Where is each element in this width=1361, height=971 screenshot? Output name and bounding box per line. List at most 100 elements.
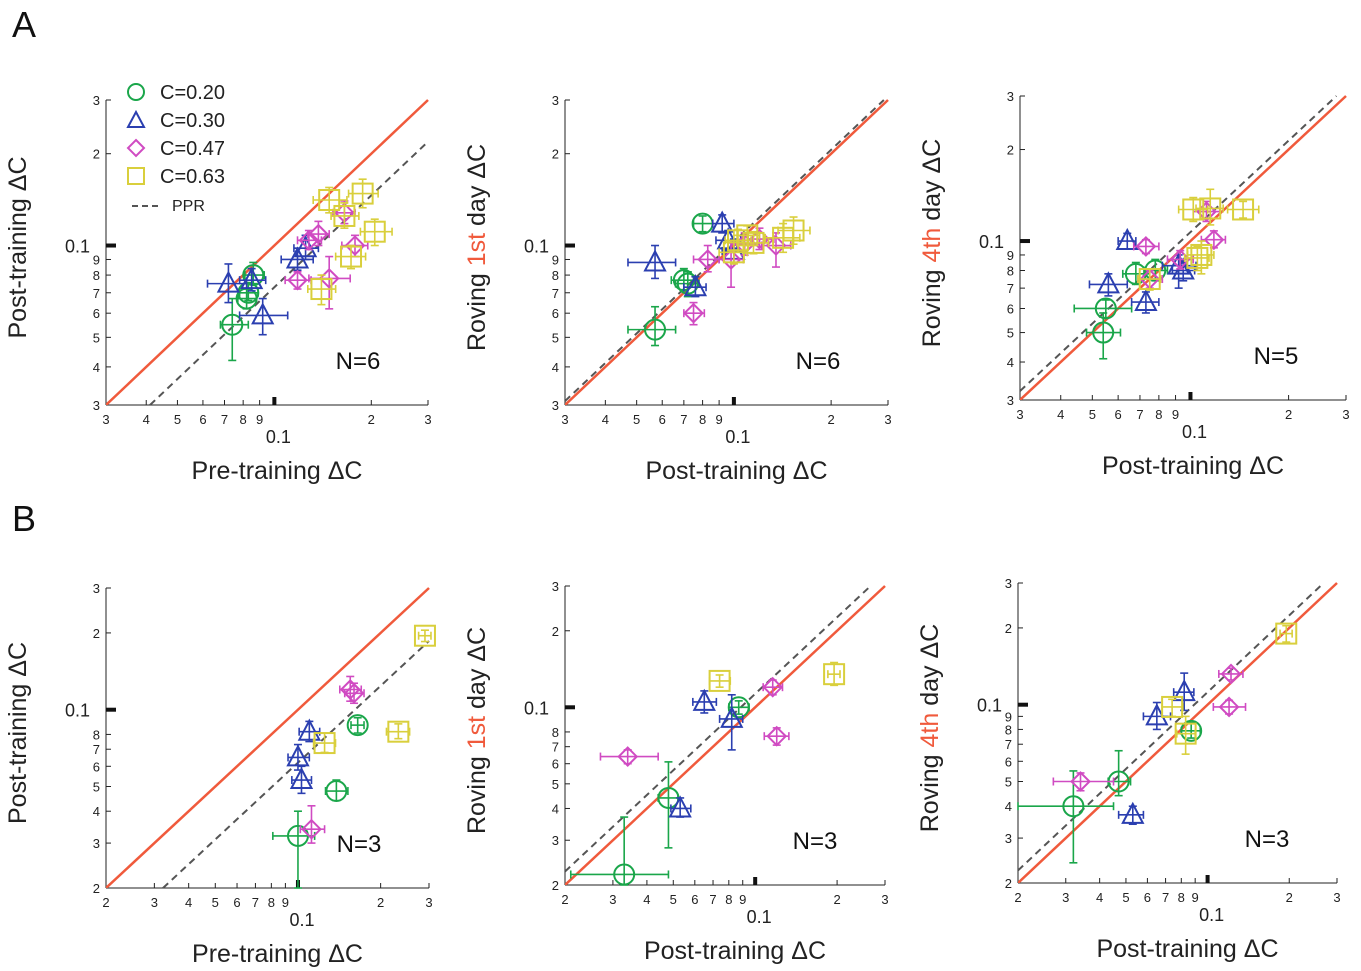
diamond-marker (766, 725, 788, 747)
data-point (1177, 196, 1209, 223)
triangle-marker (720, 705, 744, 728)
x-tick-label: 3 (1342, 407, 1349, 422)
triangle-marker (251, 302, 275, 325)
ppr-line (1018, 582, 1325, 872)
series-c-0-47 (299, 675, 365, 844)
y-tick-label: 7 (93, 286, 100, 301)
y-tick-label: 3 (552, 833, 559, 848)
chart-2: 3 4 5 6 7 8 9 2 30.13456789230.1N=6Post-training… (463, 93, 892, 485)
y-axis-label: Roving 4th day ΔC (916, 624, 944, 832)
y-tick-label: 8 (93, 268, 100, 283)
data-point (413, 624, 436, 647)
legend-item: C=0.47 (126, 138, 225, 160)
x-tick-label: 3 (102, 412, 109, 427)
x-tick-label: 6 (659, 412, 666, 427)
y-tick-label: 8 (93, 727, 100, 742)
data-point (324, 779, 349, 803)
y-axis-label-part: day ΔC (463, 627, 491, 716)
x-tick-label: 6 (1115, 407, 1122, 422)
circle-marker (1062, 795, 1085, 818)
y-tick-label: 4 (93, 804, 100, 819)
x-tick-label: 8 (240, 412, 247, 427)
legend-item: C=0.20 (127, 82, 225, 104)
circle-marker (644, 318, 667, 341)
series-c-0-47 (1052, 663, 1247, 792)
diamond-marker (307, 223, 329, 245)
data-point (727, 696, 750, 719)
y-tick-label: 3 (93, 581, 100, 596)
y-tick-label: 8 (552, 268, 559, 283)
data-point (1195, 188, 1224, 226)
x-major-tick (731, 397, 736, 405)
square-marker (1182, 198, 1205, 221)
circle-marker (221, 313, 244, 336)
x-center-tick-label: 0.1 (1199, 905, 1224, 925)
data-point (1137, 268, 1162, 291)
x-tick-label: 9 (1192, 890, 1199, 905)
series-c-0-30 (1117, 672, 1196, 826)
x-tick-label: 3 (609, 892, 616, 907)
square-marker (387, 720, 410, 743)
data-point (657, 761, 680, 849)
plots-layer: 3 4 5 6 7 8 9 2 30.13456789230.1N=6Pre-training … (4, 89, 1350, 968)
x-major-tick (272, 397, 277, 405)
identity-line (565, 585, 886, 885)
y-axis-label: Roving 1st day ΔC (463, 627, 491, 834)
x-tick-label: 9 (715, 412, 722, 427)
legend-item: C=0.30 (126, 109, 225, 132)
triangle-marker (643, 249, 667, 272)
x-tick-label: 3 (1062, 890, 1069, 905)
data-point (1143, 258, 1169, 282)
y-major-tick (1020, 239, 1030, 244)
y-tick-label: 6 (93, 306, 100, 321)
y-tick-label: 5 (1005, 774, 1012, 789)
x-tick-label: 9 (739, 892, 746, 907)
x-axis-label: Pre-training ΔC (192, 940, 363, 968)
legend-label: C=0.47 (160, 138, 225, 160)
diamond-marker (697, 249, 719, 270)
series-c-0-20 (219, 261, 266, 362)
circle-marker (325, 780, 348, 803)
square-marker (333, 204, 356, 227)
data-point (1017, 770, 1115, 864)
data-point (1226, 198, 1260, 221)
data-point (823, 661, 846, 687)
y-tick-label: 6 (552, 306, 559, 321)
legend-square-marker (127, 167, 145, 185)
panel-label-a: A (12, 4, 37, 45)
y-axis-label-part: day ΔC (463, 144, 491, 233)
x-major-tick (1205, 875, 1210, 883)
y-tick-label: 2 (1005, 621, 1012, 636)
x-center-tick-label: 0.1 (1182, 422, 1207, 442)
circle-marker (727, 696, 750, 719)
y-axis-label-highlight: 4th (916, 713, 944, 748)
diamond-marker (301, 818, 322, 840)
y-tick-label: 7 (552, 286, 559, 301)
diamond-marker (765, 235, 787, 256)
y-tick-label: 5 (552, 777, 559, 792)
x-tick-label: 3 (1016, 407, 1023, 422)
series-c-0-20 (272, 714, 369, 889)
legend-item: PPR (132, 198, 205, 215)
triangle-marker (1121, 801, 1145, 824)
x-tick-label: 6 (233, 895, 240, 910)
square-marker (351, 182, 374, 205)
legend-diamond-marker (126, 138, 146, 158)
data-point (762, 676, 784, 698)
data-point (1088, 271, 1129, 297)
data-point (347, 178, 379, 209)
triangle-marker (297, 718, 321, 741)
triangle-marker (1115, 227, 1139, 251)
x-axis-label: Post-training ΔC (1096, 935, 1278, 963)
data-point (289, 765, 314, 795)
triangle-marker (289, 766, 314, 790)
square-marker (782, 219, 805, 242)
data-point (272, 810, 316, 889)
x-tick-label: 7 (221, 412, 228, 427)
x-tick-label: 4 (1057, 407, 1064, 422)
legend-label: C=0.30 (160, 110, 225, 132)
y-tick-label: 7 (1005, 737, 1012, 752)
ppr-line (1020, 95, 1338, 392)
x-tick-label: 6 (1144, 890, 1151, 905)
identity-line (106, 99, 429, 405)
